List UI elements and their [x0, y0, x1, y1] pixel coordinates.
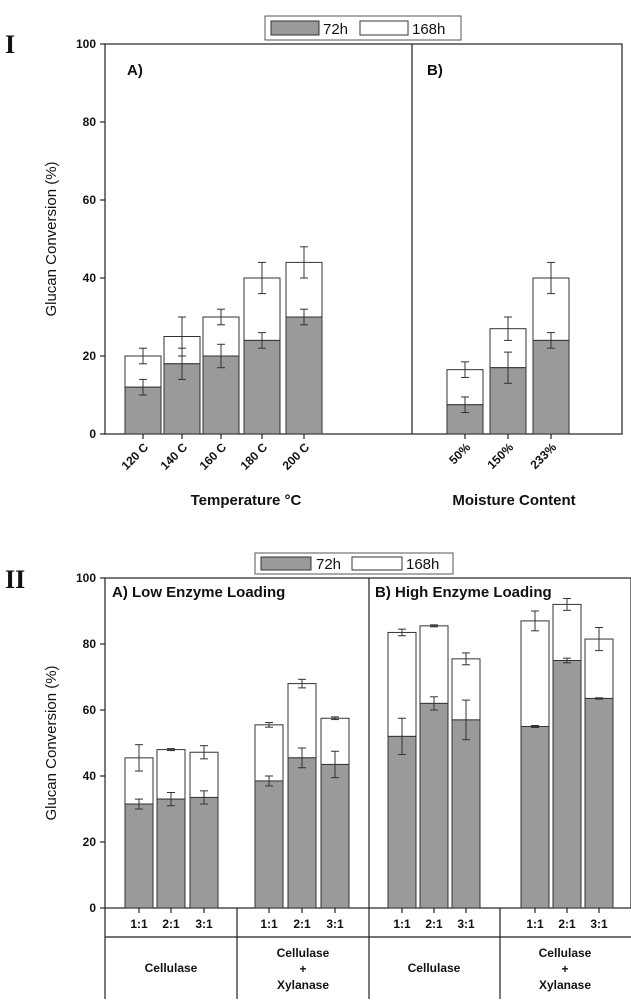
panel-i-bar-72h: [532, 339, 570, 435]
panel-i-y-tick-label: 40: [83, 271, 97, 285]
group-b-cellulase: Cellulase: [408, 961, 461, 975]
group-a-cx-line2: Xylanase: [277, 978, 329, 992]
panel-ii-y-tick-label: 40: [83, 769, 97, 783]
panel-i-x-tick-label: 180 C: [238, 440, 271, 473]
panel-ii-x-tick-label: 2:1: [162, 917, 180, 931]
legend-label-72h: 72h: [323, 21, 348, 38]
panel-ii-y-axis-label: Glucan Conversion (%): [43, 665, 60, 820]
panel-ii-bar-168h: [520, 620, 550, 728]
panel-i-numeral: I: [5, 30, 15, 59]
panel-i-x-tick-label: 120 C: [119, 440, 152, 473]
panel-ii-numeral: II: [5, 565, 25, 594]
panel-ii-y-tick-label: 0: [89, 901, 96, 915]
panel-i-y-tick-label: 60: [83, 193, 97, 207]
panel-ii-bar-168h: [287, 683, 317, 759]
panel-i-bar-72h: [243, 339, 281, 435]
panel-ii-x-tick-label: 2:1: [425, 917, 443, 931]
panel-ii-x-tick-label: 3:1: [457, 917, 475, 931]
group-b-cellulase-xylanase: Cellulase + Xylanase: [539, 946, 592, 992]
panel-ii-bar-72h: [419, 702, 449, 909]
panel-ii-category-table: Cellulase Cellulase + Xylanase Cellulase…: [104, 908, 631, 999]
panel-i-bars: 120 C 140 C 160 C 180 C 200 C 50% 150% 233%: [119, 246, 570, 473]
panel-ii-bar-168h: [419, 625, 449, 704]
panel-ii-y-axis: 0 20 40 60 80 100: [76, 571, 105, 915]
panel-ii-x-tick-label: 3:1: [590, 917, 608, 931]
panel-ii-bar-72h: [287, 757, 317, 909]
panel-ii-bar-72h: [520, 726, 550, 909]
group-b-cx-line2: Xylanase: [539, 978, 591, 992]
panel-ii-bar-168h: [254, 724, 284, 782]
panel-i-a-label: A): [127, 62, 143, 79]
panel-ii-bars: 1:1 2:1 3:1 1:1 2:1 3:1 1:1 2:1 3:1 1:1 2:1 3:1: [124, 597, 614, 931]
panel-ii-y-tick-label: 80: [83, 637, 97, 651]
panel-ii-bar-72h: [254, 780, 284, 909]
group-b-cx-line1: Cellulase: [539, 946, 592, 960]
panel-i-x-tick-label: 233%: [528, 440, 560, 472]
panel-i-x-tick-label: 160 C: [197, 440, 230, 473]
panel-ii-x-tick-label: 2:1: [558, 917, 576, 931]
group-a-cellulase-xylanase: Cellulase + Xylanase: [277, 946, 330, 992]
group-b-cx-plus: +: [561, 962, 568, 976]
panel-ii-x-tick-label: 1:1: [526, 917, 544, 931]
group-a-cx-line1: Cellulase: [277, 946, 330, 960]
panel-i-y-tick-label: 100: [76, 37, 96, 51]
panel-i-frame: [104, 43, 623, 435]
panel-ii-x-tick-label: 1:1: [260, 917, 278, 931]
legend-swatch-72h: [270, 20, 320, 36]
legend-label-168h-ii: 168h: [406, 556, 439, 573]
panel-i-y-axis-label: Glucan Conversion (%): [43, 161, 60, 316]
panel-i-b-label: B): [427, 62, 443, 79]
group-a-cellulase: Cellulase: [145, 961, 198, 975]
panel-ii-bar-72h: [552, 660, 582, 909]
legend-swatch-72h-ii: [260, 556, 312, 571]
panel-ii-bar-72h: [584, 697, 614, 909]
panel-ii-frame: [104, 577, 631, 909]
panel-ii-y-tick-label: 100: [76, 571, 96, 585]
panel-ii-bar-168h: [552, 603, 582, 662]
panel-ii-bar-72h: [387, 735, 417, 909]
panel-i-bar-72h: [285, 316, 323, 435]
panel-i-a-x-axis-label-text: Temperature °C: [191, 492, 302, 509]
panel-i-x-tick-label: 200 C: [280, 440, 313, 473]
panel-i-x-tick-label: 150%: [485, 440, 517, 472]
panel-ii-b-label: B) High Enzyme Loading: [375, 584, 552, 601]
panel-ii-bar-72h: [124, 803, 154, 909]
legend-swatch-168h-ii: [351, 556, 403, 571]
legend-label-72h-ii: 72h: [316, 556, 341, 573]
panel-ii-x-tick-label: 3:1: [195, 917, 213, 931]
panel-ii-bar-72h: [189, 796, 219, 909]
panel-ii-bar-168h: [156, 749, 186, 800]
panel-ii-x-tick-label: 3:1: [326, 917, 344, 931]
group-a-cx-plus: +: [299, 962, 306, 976]
panel-i-a-x-axis-label: Temperature °C: [191, 492, 302, 509]
panel-i-x-tick-label: 50%: [446, 440, 473, 467]
panel-ii-bar-72h: [451, 719, 481, 909]
legend-top: 72h 168h: [264, 15, 462, 41]
legend-swatch-168h: [359, 20, 409, 36]
panel-ii-y-tick-label: 20: [83, 835, 97, 849]
legend-label-168h: 168h: [412, 21, 445, 38]
panel-ii-bar-168h: [189, 751, 219, 798]
legend-bottom: 72h 168h: [254, 552, 454, 575]
panel-ii-a-label: A) Low Enzyme Loading: [112, 584, 285, 601]
panel-i-y-tick-label: 0: [89, 427, 96, 441]
panel-ii-x-tick-label: 1:1: [130, 917, 148, 931]
panel-ii-x-tick-label: 2:1: [293, 917, 311, 931]
panel-i-y-tick-label: 20: [83, 349, 97, 363]
panel-i-y-tick-label: 80: [83, 115, 97, 129]
panel-i-y-axis: 0 20 40 60 80 100: [76, 37, 105, 441]
panel-i-x-tick-label: 140 C: [158, 440, 191, 473]
panel-ii-bar-72h: [320, 763, 350, 909]
panel-ii-y-tick-label: 60: [83, 703, 97, 717]
panel-ii-bar-72h: [156, 798, 186, 909]
panel-ii-x-tick-label: 1:1: [393, 917, 411, 931]
panel-i-b-x-axis-label: Moisture Content: [452, 492, 575, 509]
